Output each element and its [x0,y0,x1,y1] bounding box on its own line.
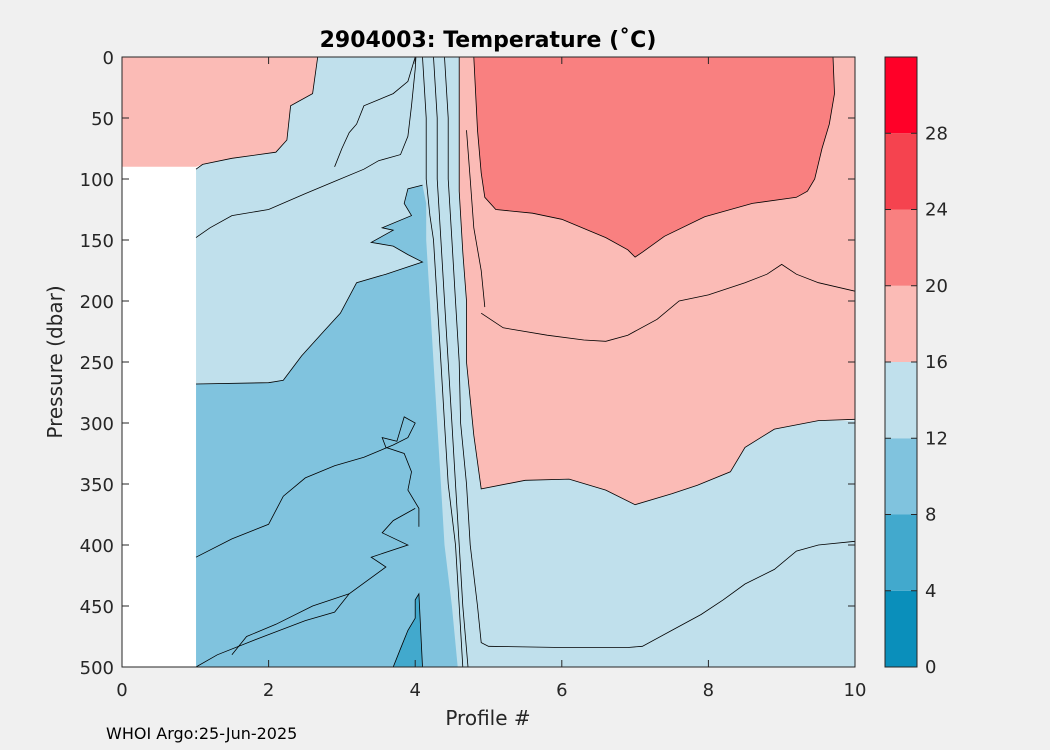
contour-line [195,57,319,170]
x-tick-label: 10 [844,680,867,701]
contour-line [473,57,835,258]
colorbar-bin [885,285,917,362]
footer-credit: WHOI Argo:25-Jun-2025 [106,724,298,743]
y-tick-label: 450 [80,597,114,618]
colorbar-bin [885,362,917,439]
contour-region-16-20 [122,57,318,167]
colorbar-bin [885,209,917,286]
contour-line [466,130,486,308]
y-tick-label: 100 [80,170,114,191]
x-tick-label: 0 [116,680,127,701]
contour-line [392,592,423,667]
no-data-region [122,169,197,667]
colorbar-bin [885,57,917,134]
colorbar-tick-label: 8 [925,505,936,526]
colorbar-tick-label: 12 [925,428,948,449]
y-tick-label: 0 [103,48,114,69]
plot-area [122,57,855,667]
y-tick-label: 150 [80,231,114,252]
x-tick-label: 8 [703,680,714,701]
colorbar-tick-label: 24 [925,200,948,221]
contour-line [195,416,420,558]
x-tick-label: 2 [263,680,274,701]
contour-line [458,57,855,506]
x-axis-label: Profile # [445,706,530,730]
colorbar-bin [885,514,917,591]
contour-region-8-12 [196,185,458,667]
colorbar-bin [885,590,917,667]
x-tick-label: 6 [556,680,567,701]
colorbar-tick-label: 28 [925,123,948,144]
contour-line [195,508,416,667]
contour-line [444,57,855,648]
colorbar-tick-label: 20 [925,276,948,297]
y-tick-label: 500 [80,658,114,679]
colorbar-tick-label: 4 [925,581,936,602]
y-axis-label: Pressure (dbar) [43,285,67,438]
x-tick-label: 4 [409,680,420,701]
y-tick-label: 350 [80,475,114,496]
y-tick-label: 400 [80,536,114,557]
contour-line [433,57,469,667]
y-tick-label: 250 [80,353,114,374]
contour-line [480,263,855,342]
y-tick-label: 300 [80,414,114,435]
contour-line [195,57,417,238]
contour-line [195,184,424,385]
colorbar-bin [885,133,917,210]
contour-line [231,593,350,656]
contour-line [422,57,464,667]
y-tick-label: 200 [80,292,114,313]
colorbar: 0 4 8 12 16 20 24 28 [884,56,948,678]
y-tick-label: 50 [91,109,114,130]
colorbar-bin [885,438,917,515]
contour-region-20-24 [473,57,835,258]
chart-title: 2904003: Temperature (˚C) [320,28,657,53]
contour-line [334,57,416,167]
colorbar-tick-label: 0 [925,657,936,678]
colorbar-tick-label: 16 [925,352,948,373]
